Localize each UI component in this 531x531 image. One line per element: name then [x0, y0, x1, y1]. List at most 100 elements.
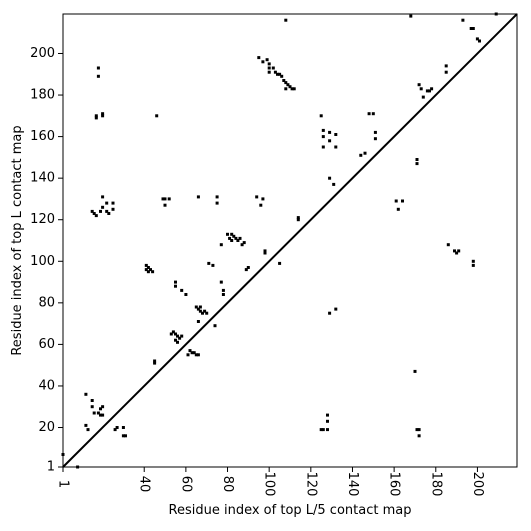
- x-tick-label: 100: [262, 472, 277, 497]
- data-point: [444, 64, 448, 68]
- data-point: [113, 428, 117, 432]
- x-tick-label: 80: [220, 476, 235, 493]
- data-point: [453, 249, 456, 253]
- data-point: [101, 112, 105, 116]
- data-point: [469, 27, 473, 30]
- data-point: [196, 353, 200, 357]
- x-axis-ticks: 1 40 60 80 100 120 140 160 180 200: [56, 467, 485, 496]
- data-point: [196, 195, 200, 199]
- data-point: [419, 87, 423, 91]
- data-point: [230, 239, 234, 242]
- data-point: [430, 87, 434, 91]
- data-point: [111, 207, 115, 211]
- data-point: [96, 74, 100, 78]
- data-point: [373, 130, 377, 134]
- data-point: [292, 87, 296, 91]
- data-point: [396, 207, 400, 211]
- data-point: [174, 284, 177, 288]
- data-point: [234, 236, 238, 240]
- y-tick-label: 140: [30, 171, 55, 186]
- data-point: [367, 112, 371, 116]
- data-point: [178, 336, 182, 340]
- y-tick-label: 1: [47, 460, 55, 475]
- y-tick-label: 100: [30, 254, 55, 269]
- data-point: [188, 349, 192, 353]
- y-tick-label: 120: [30, 212, 55, 227]
- data-point: [334, 307, 338, 311]
- data-point: [428, 89, 431, 93]
- data-point: [153, 361, 157, 365]
- data-point: [290, 87, 294, 91]
- y-tick-label: 40: [38, 378, 55, 393]
- data-point: [259, 203, 263, 207]
- data-point: [163, 203, 167, 207]
- data-point: [174, 338, 177, 342]
- x-axis-title: Residue index of top L/5 contact map: [169, 503, 412, 518]
- data-point: [475, 37, 479, 41]
- data-point: [267, 70, 271, 74]
- y-tick-label: 180: [30, 88, 55, 103]
- data-point: [96, 66, 100, 70]
- data-point: [226, 232, 229, 236]
- data-point: [228, 236, 232, 240]
- data-point: [409, 14, 413, 18]
- data-points: [61, 12, 498, 469]
- data-point: [236, 239, 240, 242]
- data-point: [278, 261, 282, 265]
- data-point: [211, 263, 215, 267]
- data-point: [232, 234, 236, 238]
- data-point: [415, 158, 419, 161]
- data-point: [115, 426, 119, 429]
- data-point: [186, 353, 190, 357]
- data-point: [171, 330, 175, 334]
- data-point: [167, 197, 171, 201]
- data-point: [215, 201, 219, 205]
- data-point: [207, 261, 211, 265]
- data-point: [194, 305, 198, 309]
- data-point: [105, 201, 109, 205]
- data-point: [265, 58, 269, 62]
- data-point: [196, 320, 200, 323]
- data-point: [326, 413, 329, 417]
- data-point: [94, 116, 98, 120]
- y-tick-label: 20: [38, 420, 55, 435]
- data-point: [96, 411, 100, 415]
- data-point: [151, 270, 155, 274]
- x-tick-label: 180: [428, 472, 443, 497]
- data-point: [230, 232, 234, 236]
- data-point: [194, 353, 198, 357]
- data-point: [244, 268, 248, 272]
- data-point: [238, 236, 242, 240]
- data-point: [94, 214, 98, 218]
- data-point: [328, 130, 332, 134]
- data-point: [180, 334, 184, 338]
- data-point: [205, 311, 209, 315]
- data-point: [107, 212, 111, 215]
- data-point: [90, 399, 94, 402]
- data-point: [326, 428, 329, 432]
- data-point: [174, 280, 177, 284]
- data-point: [169, 332, 173, 336]
- data-point: [246, 266, 250, 269]
- data-point: [221, 293, 225, 296]
- x-tick-label: 120: [303, 472, 318, 497]
- data-point: [286, 83, 290, 87]
- data-point: [284, 81, 288, 85]
- data-point: [255, 195, 259, 199]
- data-point: [201, 311, 204, 315]
- data-point: [99, 413, 102, 417]
- data-point: [163, 197, 167, 201]
- data-point: [417, 428, 421, 432]
- data-point: [161, 197, 165, 201]
- data-point: [478, 39, 481, 43]
- data-point: [373, 137, 377, 141]
- data-point: [321, 428, 325, 432]
- data-point: [444, 70, 448, 74]
- x-tick-label: 200: [470, 472, 485, 497]
- data-point: [319, 114, 323, 118]
- data-point: [334, 145, 338, 149]
- data-point: [334, 133, 338, 136]
- data-point: [276, 72, 279, 76]
